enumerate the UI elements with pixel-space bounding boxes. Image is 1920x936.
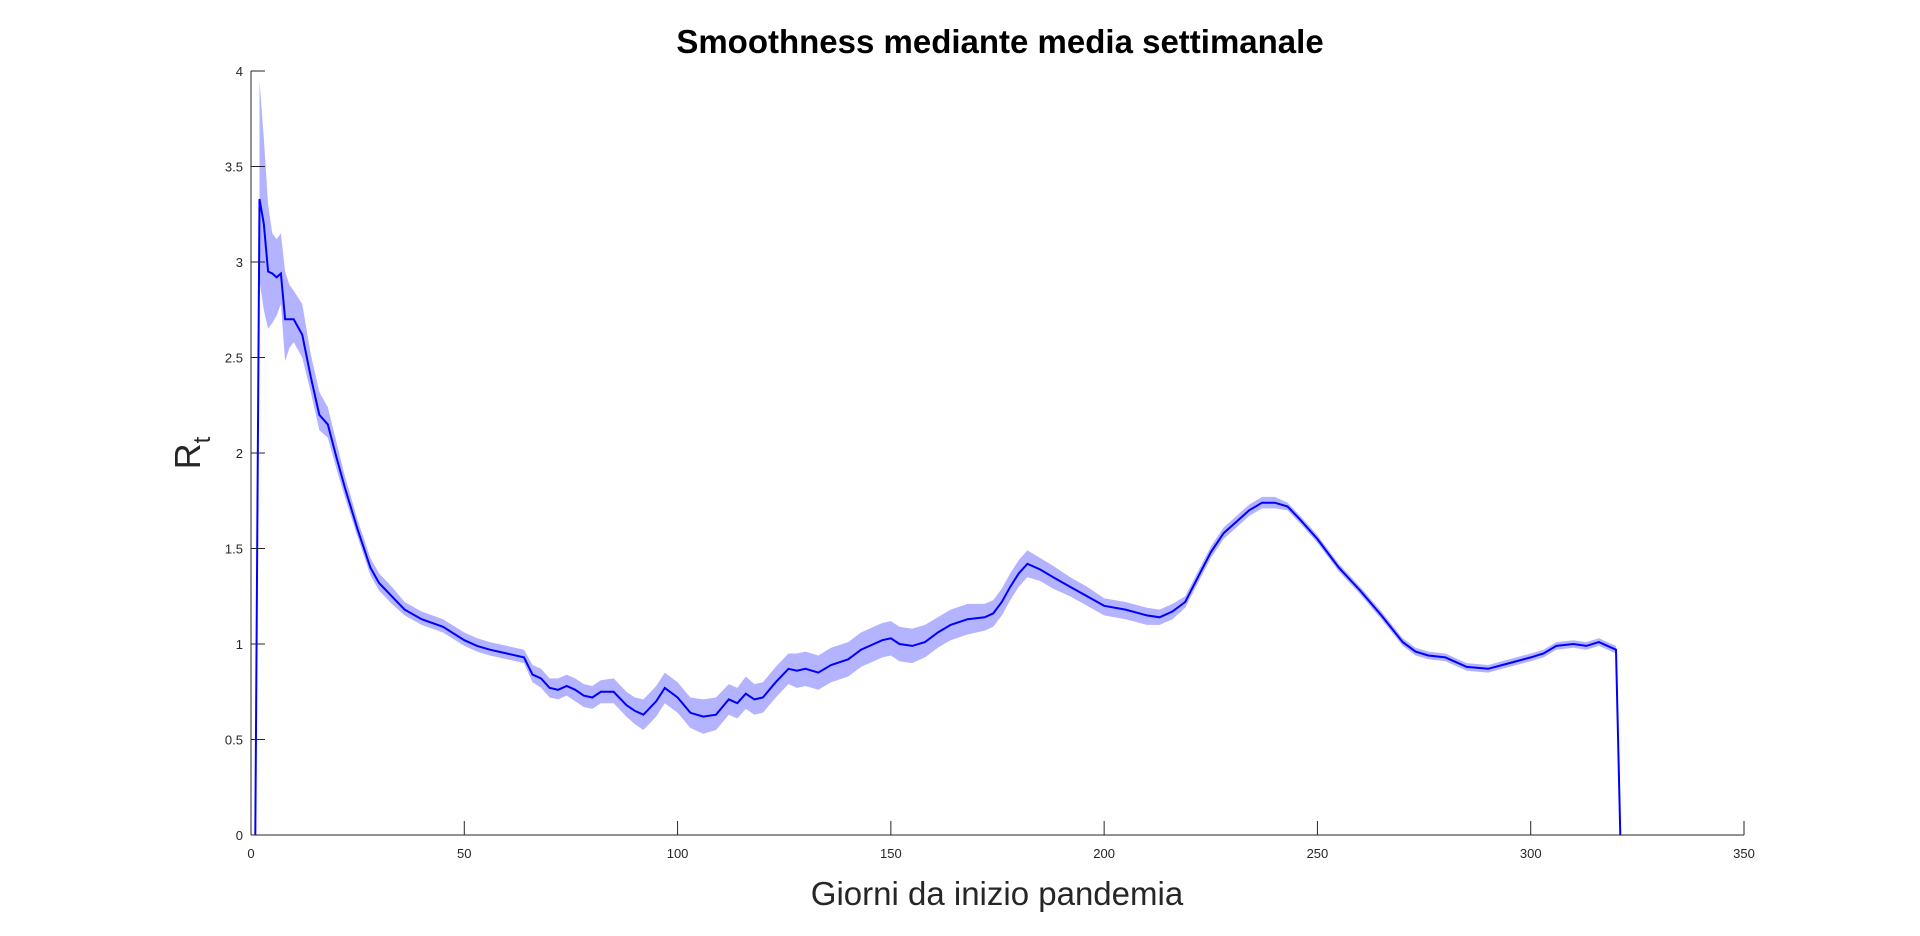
y-tick-label: 1.5 — [225, 542, 243, 557]
x-ticks: 0 50 100 150 200 250 300 350 — [247, 821, 1755, 861]
y-ticks: 0 0.5 1 1.5 2 2.5 3 3.5 4 — [225, 64, 265, 843]
y-tick-label: 3.5 — [225, 160, 243, 175]
y-axis-label-subscript: t — [189, 436, 216, 443]
y-tick-label: 0 — [236, 828, 243, 843]
x-tick-label: 0 — [247, 846, 254, 861]
y-tick-label: 3 — [236, 255, 243, 270]
y-tick-label: 1 — [236, 637, 243, 652]
y-tick-label: 0.5 — [225, 733, 243, 748]
y-tick-label: 4 — [236, 64, 243, 79]
confidence-band — [259, 80, 1616, 734]
y-axis-label: Rt — [167, 436, 216, 469]
x-tick-label: 250 — [1307, 846, 1329, 861]
y-tick-label: 2 — [236, 446, 243, 461]
x-tick-label: 200 — [1093, 846, 1115, 861]
rt-series-line — [254, 198, 1622, 836]
x-axis-label: Giorni da inizio pandemia — [811, 875, 1184, 912]
x-tick-label: 150 — [880, 846, 902, 861]
x-tick-label: 100 — [667, 846, 689, 861]
chart-title: Smoothness mediante media settimanale — [676, 23, 1323, 60]
plot-area — [254, 80, 1622, 836]
y-tick-label: 2.5 — [225, 351, 243, 366]
y-axis-label-main: R — [167, 443, 208, 469]
x-tick-label: 50 — [457, 846, 471, 861]
x-tick-label: 300 — [1520, 846, 1542, 861]
x-tick-label: 350 — [1733, 846, 1755, 861]
